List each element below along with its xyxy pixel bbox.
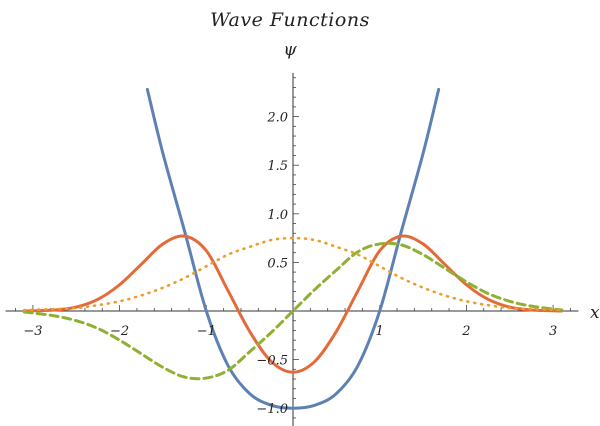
x-tick-label: −3 xyxy=(23,324,42,339)
x-tick-label: −1 xyxy=(197,324,216,339)
series-layer xyxy=(22,87,564,410)
y-tick-label: 2.0 xyxy=(266,111,288,126)
x-tick-label: −2 xyxy=(110,324,129,339)
y-tick-label: 1.0 xyxy=(267,208,288,223)
y-tick-label: −0.5 xyxy=(256,354,288,369)
x-tick-label: 1 xyxy=(376,324,384,339)
y-axis-label: ψ xyxy=(283,40,297,60)
y-tick-label: 1.5 xyxy=(267,159,288,174)
x-tick-label: 2 xyxy=(461,324,470,339)
series-line-4 xyxy=(22,236,564,312)
y-tick-label: −1.0 xyxy=(256,402,288,417)
x-tick-label: 3 xyxy=(549,324,557,339)
series-line-3 xyxy=(22,241,564,381)
y-tick-label: 0.5 xyxy=(267,256,288,271)
tick-labels: −3 −2 −1 1 2 3 −1.0 −0.5 0.5 1.0 1.5 2.0 xyxy=(23,111,557,418)
x-axis-label: x xyxy=(590,303,600,323)
chart-title: Wave Functions xyxy=(210,9,370,31)
series-line-2 xyxy=(22,234,564,374)
